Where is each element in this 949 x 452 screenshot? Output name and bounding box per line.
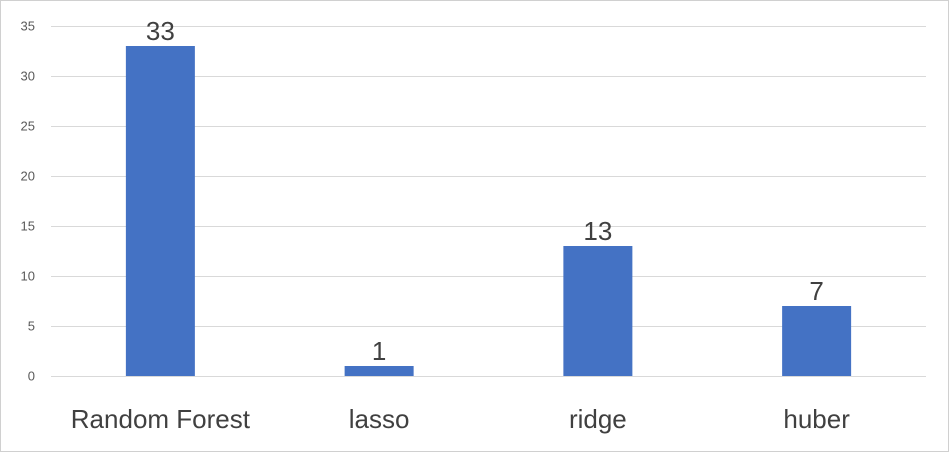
data-label: 13 bbox=[583, 216, 612, 246]
data-label: 1 bbox=[372, 336, 386, 366]
data-label: 33 bbox=[146, 16, 175, 46]
category-label: ridge bbox=[569, 404, 627, 434]
y-axis-ticks: 0 5 10 15 20 25 30 35 bbox=[21, 19, 35, 384]
data-label: 7 bbox=[809, 276, 823, 306]
y-tick-label: 30 bbox=[21, 69, 35, 84]
y-tick-label: 5 bbox=[28, 319, 35, 334]
x-axis-categories: Random Forest lasso ridge huber bbox=[71, 404, 850, 434]
data-labels: 33 1 13 7 bbox=[146, 16, 824, 366]
category-label: lasso bbox=[349, 404, 410, 434]
gridlines bbox=[51, 26, 926, 377]
y-tick-label: 25 bbox=[21, 119, 35, 134]
bar bbox=[125, 46, 195, 376]
y-tick-label: 35 bbox=[21, 19, 35, 34]
bar bbox=[344, 366, 414, 376]
y-tick-label: 20 bbox=[21, 169, 35, 184]
category-label: huber bbox=[783, 404, 850, 434]
bar bbox=[782, 306, 852, 376]
y-tick-label: 15 bbox=[21, 219, 35, 234]
category-label: Random Forest bbox=[71, 404, 251, 434]
y-tick-label: 0 bbox=[28, 369, 35, 384]
y-tick-label: 10 bbox=[21, 269, 35, 284]
bar bbox=[563, 246, 633, 376]
bars bbox=[125, 46, 852, 376]
